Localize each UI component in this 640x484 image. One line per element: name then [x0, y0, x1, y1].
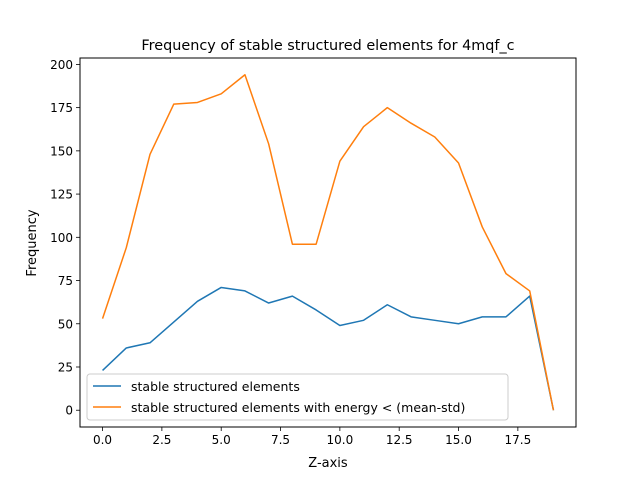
x-tick-label: 5.0 — [212, 433, 231, 447]
y-tick-label: 0 — [65, 404, 73, 418]
y-tick-label: 200 — [50, 58, 73, 72]
legend-box — [86, 373, 509, 421]
y-tick-label: 175 — [50, 101, 73, 115]
x-axis-label: Z-axis — [308, 456, 348, 471]
series-line-1 — [102, 286, 555, 411]
y-axis-label: Frequency — [25, 209, 40, 276]
x-tick-label: 7.5 — [271, 433, 290, 447]
y-axis-ticks: 0 25 50 75 100 125 150 175 200 — [50, 58, 80, 418]
y-tick-label: 25 — [58, 360, 73, 374]
y-tick-label: 125 — [50, 188, 73, 202]
y-tick-label: 100 — [50, 231, 73, 245]
series-line-2 — [101, 74, 555, 411]
y-tick-label: 150 — [50, 144, 73, 158]
chart-title: Frequency of stable structured elements … — [141, 38, 514, 54]
x-tick-label: 12.5 — [386, 433, 413, 447]
legend: stable structured elements stable struct… — [86, 373, 509, 421]
legend-label-series-2: stable structured elements with energy <… — [131, 400, 465, 415]
x-tick-label: 10.0 — [327, 433, 354, 447]
x-tick-label: 2.5 — [152, 433, 171, 447]
x-axis-ticks: 0.0 2.5 5.0 7.5 10.0 12.5 15.0 17.5 — [93, 427, 531, 447]
y-tick-label: 50 — [58, 317, 73, 331]
series-lines — [101, 74, 555, 411]
x-tick-label: 17.5 — [504, 433, 531, 447]
plot-frame — [79, 57, 577, 428]
legend-label-series-1: stable structured elements — [131, 379, 300, 394]
x-tick-label: 0.0 — [93, 433, 112, 447]
y-tick-label: 75 — [58, 274, 73, 288]
x-tick-label: 15.0 — [445, 433, 472, 447]
